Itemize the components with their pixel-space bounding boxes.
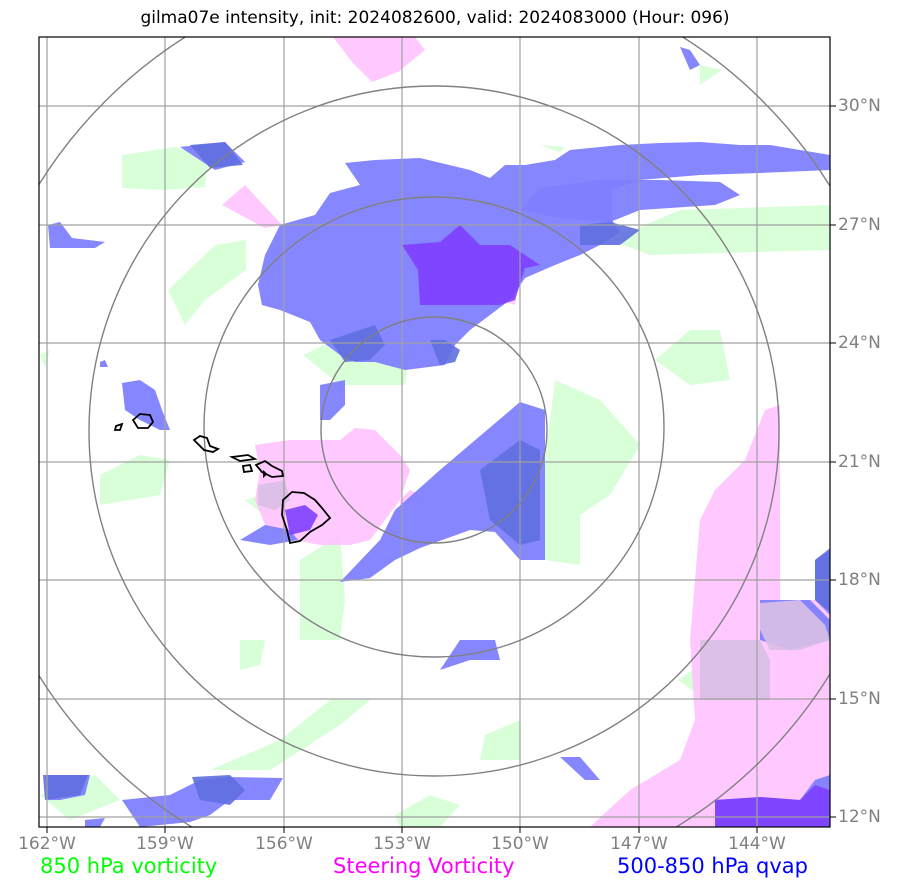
lon-label-156w: 156°W	[255, 834, 313, 854]
lat-label-15n: 15°N	[838, 689, 881, 709]
legend-vort850: 850 hPa vorticity	[40, 854, 218, 878]
lon-label-159w: 159°W	[136, 834, 194, 854]
hawaii-coastline	[113, 413, 332, 545]
lat-label-27n: 27°N	[838, 215, 881, 235]
lon-label-153w: 153°W	[373, 834, 431, 854]
legend-steering: Steering Vorticity	[333, 854, 515, 878]
gridlines	[39, 37, 830, 827]
lat-label-30n: 30°N	[838, 96, 881, 116]
lat-label-24n: 24°N	[838, 333, 881, 353]
overlap-mauve-layer	[258, 480, 830, 700]
lat-label-12n: 12°N	[838, 807, 881, 827]
lat-label-18n: 18°N	[838, 570, 881, 590]
lon-label-147w: 147°W	[610, 834, 668, 854]
lon-label-150w: 150°W	[491, 834, 549, 854]
lon-label-144w: 144°W	[728, 834, 786, 854]
lat-label-21n: 21°N	[838, 452, 881, 472]
overlap-blue-layer	[43, 142, 830, 805]
map-frame	[38, 36, 831, 828]
map-title: gilma07e intensity, init: 2024082600, va…	[140, 8, 730, 28]
legend-qvap: 500-850 hPa qvap	[617, 854, 808, 878]
lon-label-162w: 162°W	[18, 834, 76, 854]
